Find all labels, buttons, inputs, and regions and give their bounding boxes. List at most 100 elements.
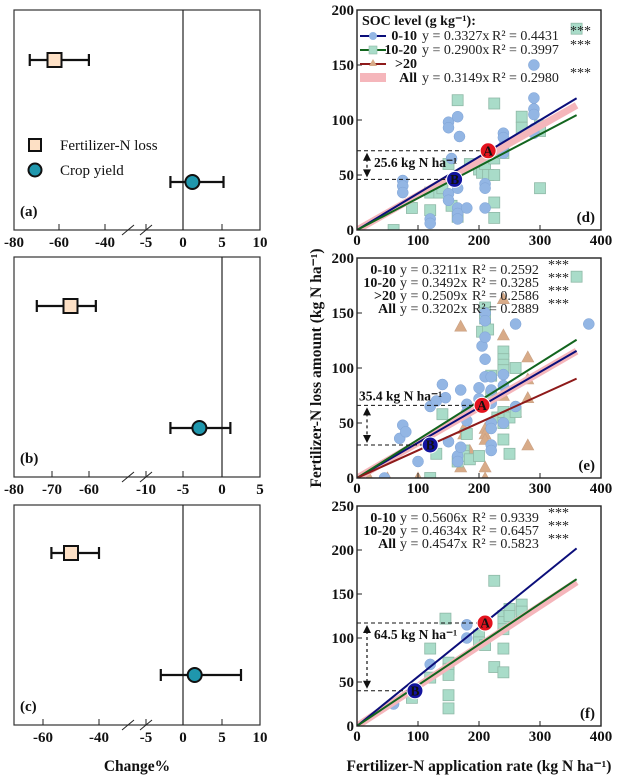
fit-r2: R² = 0.2592 <box>472 263 539 278</box>
point-A-label: A <box>483 143 493 158</box>
point-soc-0-10 <box>424 217 436 230</box>
point-soc-0-10 <box>412 455 424 468</box>
point-soc-0-10 <box>528 108 540 121</box>
x-tick-label: 200 <box>468 233 491 249</box>
fit-equation: y = 0.4634x <box>400 524 467 539</box>
point-soc-0-10 <box>400 426 412 438</box>
point-B-marker <box>406 682 424 700</box>
point-soc-0-10 <box>461 202 473 214</box>
point-soc-gt20 <box>521 438 535 451</box>
point-soc-0-10 <box>451 455 464 468</box>
point-soc-10-20 <box>424 472 437 478</box>
point-B-marker <box>421 436 439 454</box>
point-soc-10-20 <box>473 450 485 462</box>
point-soc-0-10 <box>439 391 452 404</box>
points-group <box>357 270 595 478</box>
point-soc-0-10 <box>442 121 455 134</box>
arrow-down-icon <box>363 435 371 443</box>
x-tick-label: -5 <box>140 235 153 251</box>
legend-label: >20 <box>395 57 417 72</box>
fit-line-10-20 <box>357 338 578 478</box>
point-A-marker <box>473 396 491 414</box>
arrow-up-icon <box>363 407 371 416</box>
forest-panel-b: -80 -70 -60 -10 -5 0 5 (b) <box>4 256 264 498</box>
x-tick-label: 400 <box>590 481 613 497</box>
x-tick-label: -5 <box>177 482 190 498</box>
point-soc-10-20 <box>503 610 516 622</box>
point-soc-0-10 <box>485 444 497 457</box>
point-soc-0-10 <box>485 422 497 435</box>
point-soc-10-20 <box>451 94 464 107</box>
y-tick-label: 150 <box>332 58 355 74</box>
point-soc-gt20 <box>454 319 468 332</box>
point-soc-10-20 <box>442 702 455 715</box>
y-tick-label: 150 <box>332 306 355 322</box>
axis-break-mark <box>121 719 135 731</box>
x-tick-label: -80 <box>4 482 24 498</box>
fit-r2: R² = 0.4431 <box>492 29 559 44</box>
panel-label: (a) <box>20 204 38 220</box>
point-B-label: B <box>426 438 435 453</box>
arrow-up-icon <box>363 152 371 161</box>
x-tick-label: -5 <box>140 730 153 746</box>
point-soc-0-10 <box>442 194 455 207</box>
significance: *** <box>548 519 569 534</box>
x-tick-label: -60 <box>79 482 99 498</box>
legend-label: 10-20 <box>363 524 396 539</box>
significance: *** <box>548 284 569 299</box>
axis-break-mark <box>139 224 153 236</box>
x-tick-label: 10 <box>253 235 268 251</box>
point-soc-10-20 <box>497 433 510 446</box>
x-tick-label: 10 <box>253 730 268 746</box>
plot-frame <box>13 9 261 231</box>
legend-label: All <box>378 302 396 317</box>
point-soc-0-10 <box>528 92 540 104</box>
fit-r2: R² = 0.2980 <box>492 71 559 86</box>
x-tick-label: 300 <box>529 233 552 249</box>
x-tick-label: 0 <box>353 481 361 497</box>
fit-equation: y = 0.2900x <box>422 43 489 58</box>
point-soc-10-20 <box>387 224 400 230</box>
x-tick-label: 200 <box>468 481 491 497</box>
forest-panel-c: -60 -40 -5 0 5 10 (c) Change% <box>13 504 268 775</box>
panel-label: (f) <box>580 706 595 722</box>
axis-break-mark <box>121 471 135 483</box>
fit-equation: y = 0.3149x <box>422 71 489 86</box>
legend-circle-icon <box>369 32 377 40</box>
axis-break-mark <box>139 471 153 483</box>
significance: *** <box>570 38 591 53</box>
arrow-up-icon <box>363 625 371 634</box>
significance: *** <box>570 24 591 39</box>
scatter-panel-e: 35.4 kg N ha⁻¹ A B 0 100 200 300 400 0 50 100 150 20… <box>332 251 613 497</box>
point-A-label: A <box>480 616 490 631</box>
panel-label: (c) <box>20 699 37 715</box>
x-tick-label: -60 <box>33 730 53 746</box>
point-soc-0-10 <box>397 186 409 199</box>
legend-label: Crop yield <box>60 163 124 179</box>
x-tick-label: -60 <box>49 235 69 251</box>
point-soc-10-20 <box>497 642 510 655</box>
significance: *** <box>570 66 591 81</box>
y-tick-label: 200 <box>332 543 355 559</box>
x-tick-label: 0 <box>179 235 187 251</box>
x-tick-label: 5 <box>256 482 264 498</box>
point-soc-0-10 <box>454 441 467 453</box>
point-soc-0-10 <box>528 59 540 71</box>
y-tick-label: 50 <box>339 675 354 691</box>
y-tick-label: 0 <box>347 719 355 735</box>
legend-label: 10-20 <box>384 43 417 58</box>
yield-marker <box>186 667 203 683</box>
point-soc-10-20 <box>488 97 501 110</box>
x-tick-label: -10 <box>136 482 156 498</box>
loss-marker <box>62 298 79 314</box>
legend-label: 0-10 <box>370 263 396 278</box>
legend-circle-icon <box>27 162 43 178</box>
fit-band-all <box>357 102 579 230</box>
point-B-label: B <box>450 172 459 187</box>
point-soc-0-10 <box>473 382 485 394</box>
point-soc-10-20 <box>488 196 501 209</box>
point-soc-10-20 <box>570 270 583 283</box>
legend-label: 0-10 <box>391 29 417 44</box>
fit-line-10-20 <box>357 114 578 230</box>
arrow-down-icon <box>363 169 371 178</box>
